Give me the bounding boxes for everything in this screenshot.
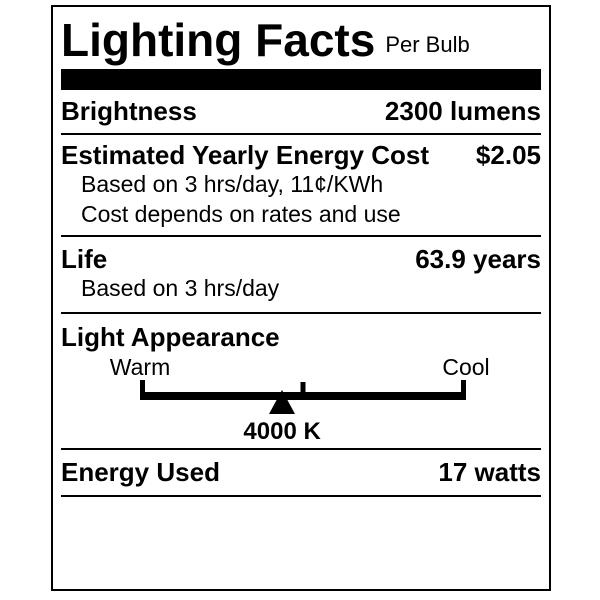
light-appearance-row: Light Appearance xyxy=(61,323,541,351)
life-row: Life 63.9 years xyxy=(61,245,541,273)
scale-track xyxy=(140,380,466,400)
color-temperature-scale: Warm Cool 4000 K xyxy=(61,351,541,445)
scale-left-endcap xyxy=(140,380,145,400)
scale-inner: Warm Cool 4000 K xyxy=(110,351,490,445)
light-appearance-section: Light Appearance Warm Cool 4000 K xyxy=(61,314,541,450)
energy-cost-disclaimer-note: Cost depends on rates and use xyxy=(81,201,401,227)
kelvin-value: 4000 K xyxy=(243,418,321,445)
per-unit-text: Per Bulb xyxy=(385,32,470,57)
lighting-facts-label: Lighting Facts Per Bulb Brightness 2300 … xyxy=(51,5,551,591)
label-header: Lighting Facts Per Bulb xyxy=(61,7,541,69)
scale-bar xyxy=(140,392,466,400)
light-appearance-label: Light Appearance xyxy=(61,322,280,352)
energy-cost-section: Estimated Yearly Energy Cost $2.05 Based… xyxy=(61,135,541,237)
energy-cost-value: $2.05 xyxy=(475,140,541,170)
scale-middle-tick xyxy=(300,382,306,393)
label-title: Lighting Facts xyxy=(61,14,376,66)
color-temp-marker-triangle-icon xyxy=(269,390,296,414)
scale-right-endcap xyxy=(461,380,466,400)
brightness-label: Brightness xyxy=(61,96,197,126)
life-value: 63.9 years xyxy=(415,244,541,274)
label-content: Lighting Facts Per Bulb Brightness 2300 … xyxy=(53,7,549,497)
energy-cost-label: Estimated Yearly Energy Cost xyxy=(61,140,430,170)
brightness-row: Brightness 2300 lumens xyxy=(61,90,541,135)
energy-cost-basis-note: Based on 3 hrs/day, 11¢/KWh xyxy=(81,171,384,197)
energy-used-label: Energy Used xyxy=(61,457,220,487)
cool-label: Cool xyxy=(442,354,490,380)
brightness-value: 2300 lumens xyxy=(384,96,541,126)
life-basis-note: Based on 3 hrs/day xyxy=(81,275,280,301)
energy-cost-row: Estimated Yearly Energy Cost $2.05 xyxy=(61,141,541,169)
header-divider-bar xyxy=(61,69,541,90)
life-section: Life 63.9 years Based on 3 hrs/day xyxy=(61,237,541,314)
life-label: Life xyxy=(61,244,108,274)
warm-label: Warm xyxy=(109,354,171,380)
energy-used-value: 17 watts xyxy=(438,457,541,487)
energy-used-row: Energy Used 17 watts xyxy=(61,450,541,497)
